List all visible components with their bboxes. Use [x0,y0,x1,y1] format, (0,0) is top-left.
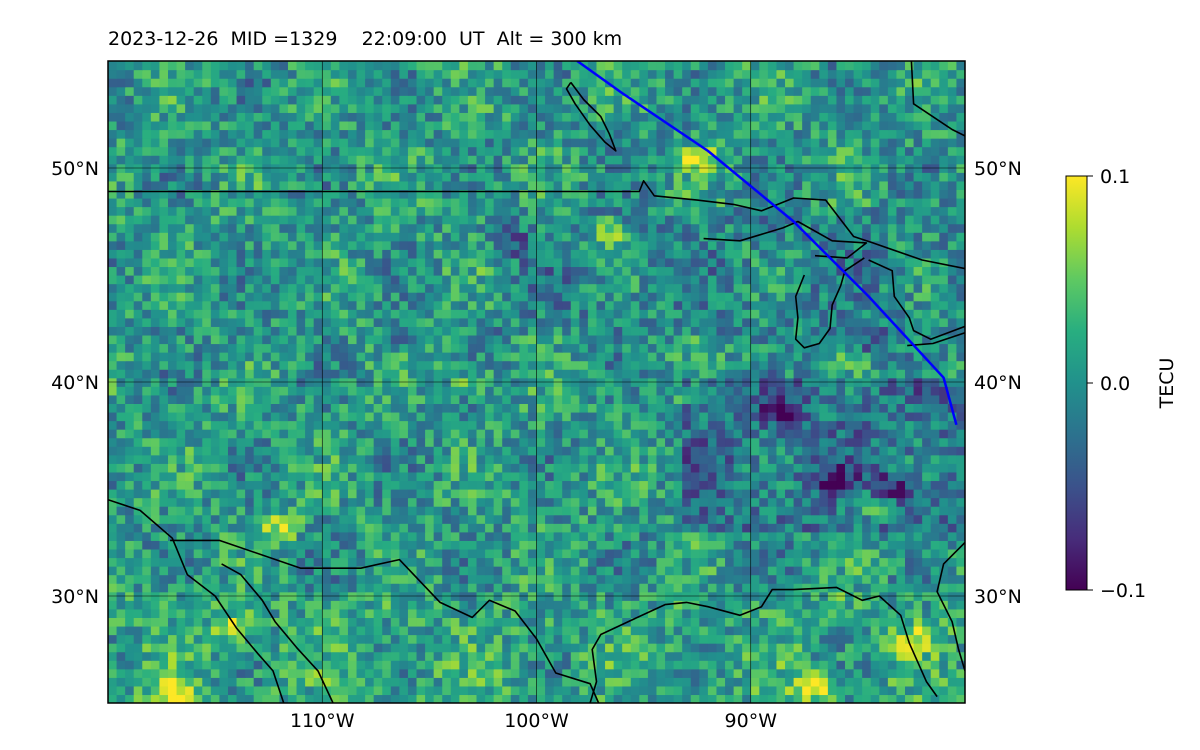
track-line [576,61,958,426]
y-tick-label-right: 30°N [974,586,1022,608]
colorbar-tick-label: 0.0 [1100,373,1130,395]
coastline-segment [868,259,965,341]
coastline-segment [936,541,965,672]
graticule [108,61,965,703]
colorbar-ticks: 0.1 0.0 −0.1 [1087,166,1146,602]
y-tick-label-right: 50°N [974,158,1022,180]
x-tick-labels: 110°W 100°W 90°W [290,710,777,732]
y-tick-labels: 30°N 30°N 40°N 40°N 50°N 50°N [51,158,1022,608]
satellite-track [576,61,958,426]
tec-heatmap [108,61,965,703]
plot-frame [107,60,966,704]
coastline-segment [589,586,938,703]
coastline-segment [910,61,965,137]
colorbar-tick-label: −0.1 [1100,580,1146,602]
y-tick-label-left: 30°N [51,586,99,608]
coastline-segment [907,332,965,347]
y-tick-label-right: 40°N [974,372,1022,394]
coastline-segment [108,180,965,270]
coastline-segment [565,81,617,152]
coastline-segment [170,539,600,703]
coastline-segment [794,257,865,349]
y-tick-label-left: 50°N [51,158,99,180]
colorbar-label: TECU [1156,357,1178,409]
x-tick-label: 110°W [290,710,355,732]
coastline-segment [221,563,334,703]
y-tick-label-left: 40°N [51,372,99,394]
coastline-segment [108,498,285,703]
x-tick-label: 100°W [504,710,569,732]
colorbar [1065,175,1088,591]
colorbar-tick-label: 0.1 [1100,166,1130,188]
coastlines [108,61,965,703]
x-tick-label: 90°W [725,710,778,732]
coastline-segment [703,220,868,259]
chart-title: 2023-12-26 MID =1329 22:09:00 UT Alt = 3… [108,28,623,50]
